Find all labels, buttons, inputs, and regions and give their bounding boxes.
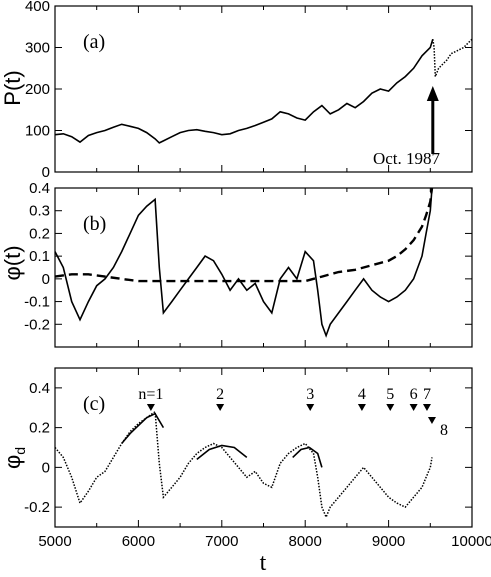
panel-label: (b) [83,213,106,235]
y-tick-label: 200 [25,81,50,98]
series-line [432,38,473,77]
panel-b: -0.2 -0.1 0 0.1 0.2 0.3 0.4 (b) [24,180,473,348]
series-line [54,38,434,144]
crash-annotation: Oct. 1987 [373,149,441,168]
y-tick-label: 400 [25,0,50,15]
plot-frame [54,187,473,348]
series-line [54,187,434,283]
marker-label: 6 [410,386,418,403]
y-tick-label: 0.4 [29,180,50,197]
y-tick-label: 0 [42,164,50,181]
panel-a-ylabel: P(t) [0,70,25,105]
x-tick-label: 8000 [289,533,322,550]
series-line [54,410,433,520]
series-line [196,444,248,461]
y-tick-label: 0 [42,271,50,288]
y-tick-label: 100 [25,123,50,140]
panel-label: (a) [83,31,105,53]
crash-arrow-head [426,86,439,101]
y-tick-label: 0.4 [29,380,50,397]
x-axis-label: t [260,550,267,576]
marker-label: 5 [386,386,394,403]
x-tick-label: 5000 [38,533,71,550]
series-line [121,412,165,445]
marker-triangle [427,417,436,424]
marker-triangle [357,404,366,411]
marker-label: 3 [306,386,314,403]
y-tick-label: 0.2 [29,225,50,242]
marker-triangle [386,404,395,411]
y-tick-label: 0.2 [29,420,50,437]
y-tick-label: 300 [25,40,50,57]
marker-label: 7 [423,386,431,403]
series-line [292,446,323,468]
y-tick-label: -0.2 [24,499,50,516]
marker-triangle [306,404,315,411]
y-tick-label: 0.3 [29,203,50,220]
marker-label: n=1 [138,386,163,403]
panel-c-ylabel: φd [0,447,28,469]
x-tick-label: 6000 [122,533,155,550]
x-tick-label: 10000 [451,533,491,550]
marker-triangle [146,404,155,411]
marker-label: 4 [358,386,366,403]
y-tick-label: 0 [42,459,50,476]
x-tick-label: 9000 [372,533,405,550]
y-tick-label: 0.1 [29,248,50,265]
marker-triangle [409,404,418,411]
marker-label: 8 [440,422,448,439]
marker-triangle [422,404,431,411]
panel-a: 0 100 200 300 400 (a) Oct. 1987 [25,0,473,181]
panel-label: (c) [83,393,105,415]
marker-triangle [216,404,225,411]
panel-c: -0.2 0 0.2 0.4 5000 6000 7000 8000 9000 10000 (c) n… [24,367,491,550]
panel-b-ylabel: φ(t) [0,245,25,280]
y-tick-label: -0.1 [24,294,50,311]
marker-label: 2 [216,386,224,403]
x-tick-label: 7000 [205,533,238,550]
y-tick-label: -0.2 [24,316,50,333]
series-line [54,187,433,338]
plot-frame [54,5,473,173]
